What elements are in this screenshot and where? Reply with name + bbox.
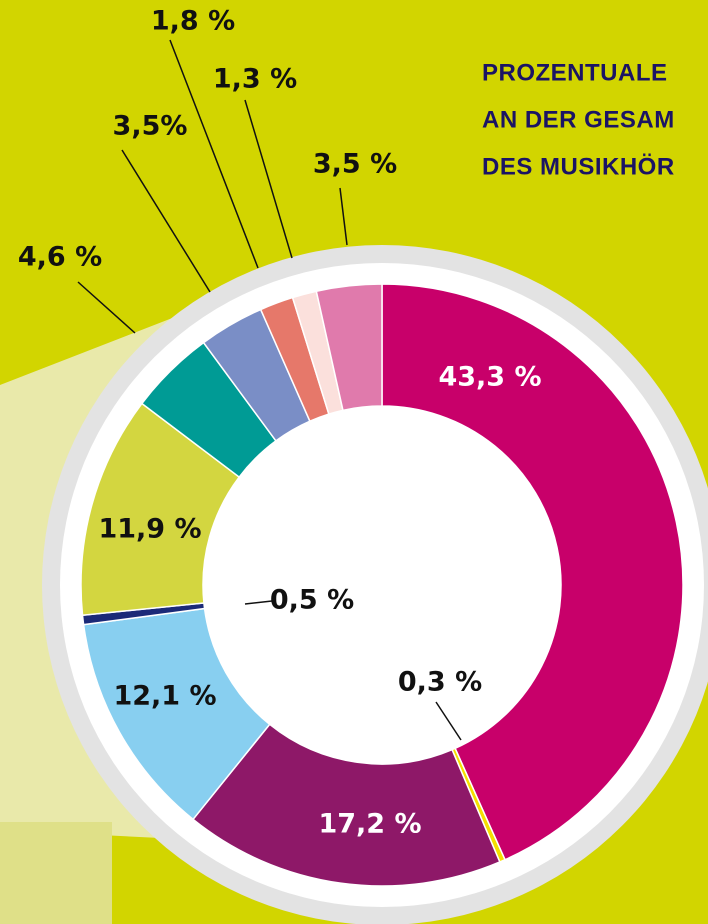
donut-hole	[203, 406, 561, 764]
data-label: 1,3 %	[213, 64, 297, 95]
data-label: 1,8 %	[151, 6, 235, 37]
leader-line	[244, 99, 293, 259]
title-line: PROZENTUALE	[482, 59, 668, 86]
title-line: DES MUSIKHÖR	[482, 153, 675, 180]
leader-line	[244, 600, 273, 605]
leader-line	[121, 149, 211, 293]
data-label: 12,1 %	[113, 681, 216, 712]
leader-line	[77, 281, 136, 334]
data-label: 0,5 %	[270, 585, 354, 616]
data-label: 0,3 %	[398, 667, 482, 698]
data-label: 4,6 %	[18, 242, 102, 273]
data-label: 3,5 %	[313, 149, 397, 180]
data-label: 43,3 %	[438, 362, 541, 393]
data-label: 11,9 %	[98, 514, 201, 545]
data-label: 3,5%	[113, 111, 188, 142]
leader-line	[435, 701, 462, 741]
title-line: AN DER GESAM	[482, 106, 675, 133]
background-shape	[0, 822, 112, 924]
leader-line	[339, 187, 348, 246]
donut	[80, 283, 684, 887]
leader-line	[169, 39, 259, 269]
data-label: 17,2 %	[318, 809, 421, 840]
